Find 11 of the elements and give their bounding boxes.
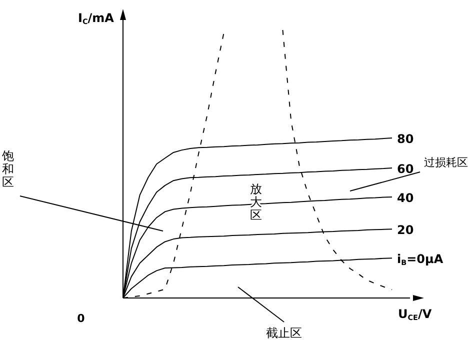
series-label: 20 (397, 223, 414, 238)
series-label: 40 (397, 190, 414, 205)
text: 饱和区 (1, 149, 14, 189)
text: 过损耗区 (424, 156, 468, 169)
series-label: 80 (397, 132, 414, 146)
series-label: 60 (397, 162, 414, 176)
series-label: i$_{B}$=0μA (397, 252, 444, 268)
text: 截止区 (266, 326, 302, 340)
text: 0 (77, 312, 86, 325)
y-axis-title: I$_{C}$/mA (78, 11, 115, 26)
x-axis-title: U$_{CE}$/V (398, 307, 432, 322)
